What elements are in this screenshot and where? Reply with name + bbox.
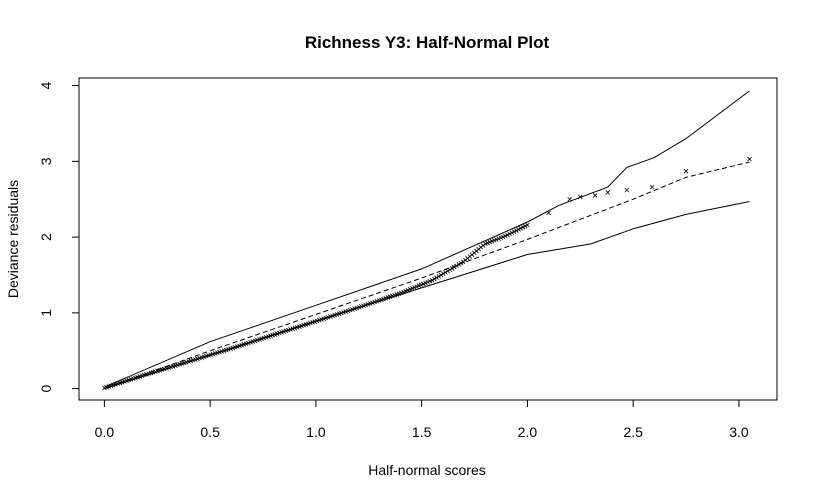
- residual-point: [747, 156, 752, 162]
- upper-envelope-line: [104, 90, 750, 388]
- y-axis-label: Deviance residuals: [5, 180, 21, 298]
- y-tick-label: 4: [38, 81, 54, 89]
- residual-point: [567, 196, 572, 202]
- residual-point: [514, 228, 519, 233]
- x-tick-label: 0.0: [95, 424, 115, 440]
- y-tick-label: 2: [38, 233, 54, 241]
- residual-point: [520, 224, 526, 230]
- x-tick-label: 1.0: [306, 424, 326, 440]
- residual-point: [440, 271, 446, 276]
- lower-envelope-line: [104, 201, 750, 390]
- residual-point: [525, 222, 530, 228]
- median-reference-line: [104, 161, 750, 390]
- y-axis: 0 1 2 3 4: [38, 81, 80, 393]
- residual-point: [624, 187, 630, 193]
- residual-point: [445, 268, 450, 274]
- plot-frame: [78, 77, 778, 401]
- residual-point: [449, 266, 455, 271]
- residual-point: [516, 227, 521, 232]
- y-tick-label: 3: [38, 157, 54, 165]
- chart-title: Richness Y3: Half-Normal Plot: [305, 33, 550, 52]
- residual-point: [592, 193, 598, 198]
- residual-point: [509, 230, 515, 236]
- residual-point: [434, 275, 439, 280]
- residual-point: [546, 210, 551, 216]
- residual-point: [511, 229, 517, 234]
- x-tick-label: 2.5: [623, 424, 643, 440]
- residual-point: [456, 262, 462, 267]
- residual-point: [436, 274, 442, 279]
- residual-point: [458, 260, 464, 266]
- residual-point: [649, 184, 655, 190]
- residual-points: [102, 156, 752, 391]
- residual-point: [683, 168, 689, 174]
- residual-point: [438, 272, 444, 278]
- residual-point: [518, 226, 524, 231]
- residual-point: [507, 231, 512, 237]
- x-tick-label: 1.5: [412, 424, 432, 440]
- envelope-lines: [104, 90, 750, 390]
- residual-point: [432, 276, 437, 282]
- y-tick-label: 1: [38, 309, 54, 317]
- residual-point: [454, 263, 459, 269]
- y-tick-label: 0: [38, 385, 54, 393]
- residual-point: [578, 194, 583, 200]
- x-axis: 0.0 0.5 1.0 1.5 2.0 2.5 3.0: [95, 399, 749, 440]
- residual-point: [443, 270, 448, 275]
- x-tick-label: 2.0: [518, 424, 538, 440]
- residual-point: [452, 264, 457, 270]
- x-tick-label: 0.5: [200, 424, 220, 440]
- residual-point: [447, 267, 453, 273]
- residual-point: [505, 232, 510, 238]
- residual-point: [605, 190, 611, 195]
- residual-point: [460, 259, 466, 265]
- x-axis-label: Half-normal scores: [368, 462, 485, 478]
- residual-point: [522, 223, 528, 229]
- x-tick-label: 3.0: [729, 424, 749, 440]
- residual-point: [429, 278, 435, 283]
